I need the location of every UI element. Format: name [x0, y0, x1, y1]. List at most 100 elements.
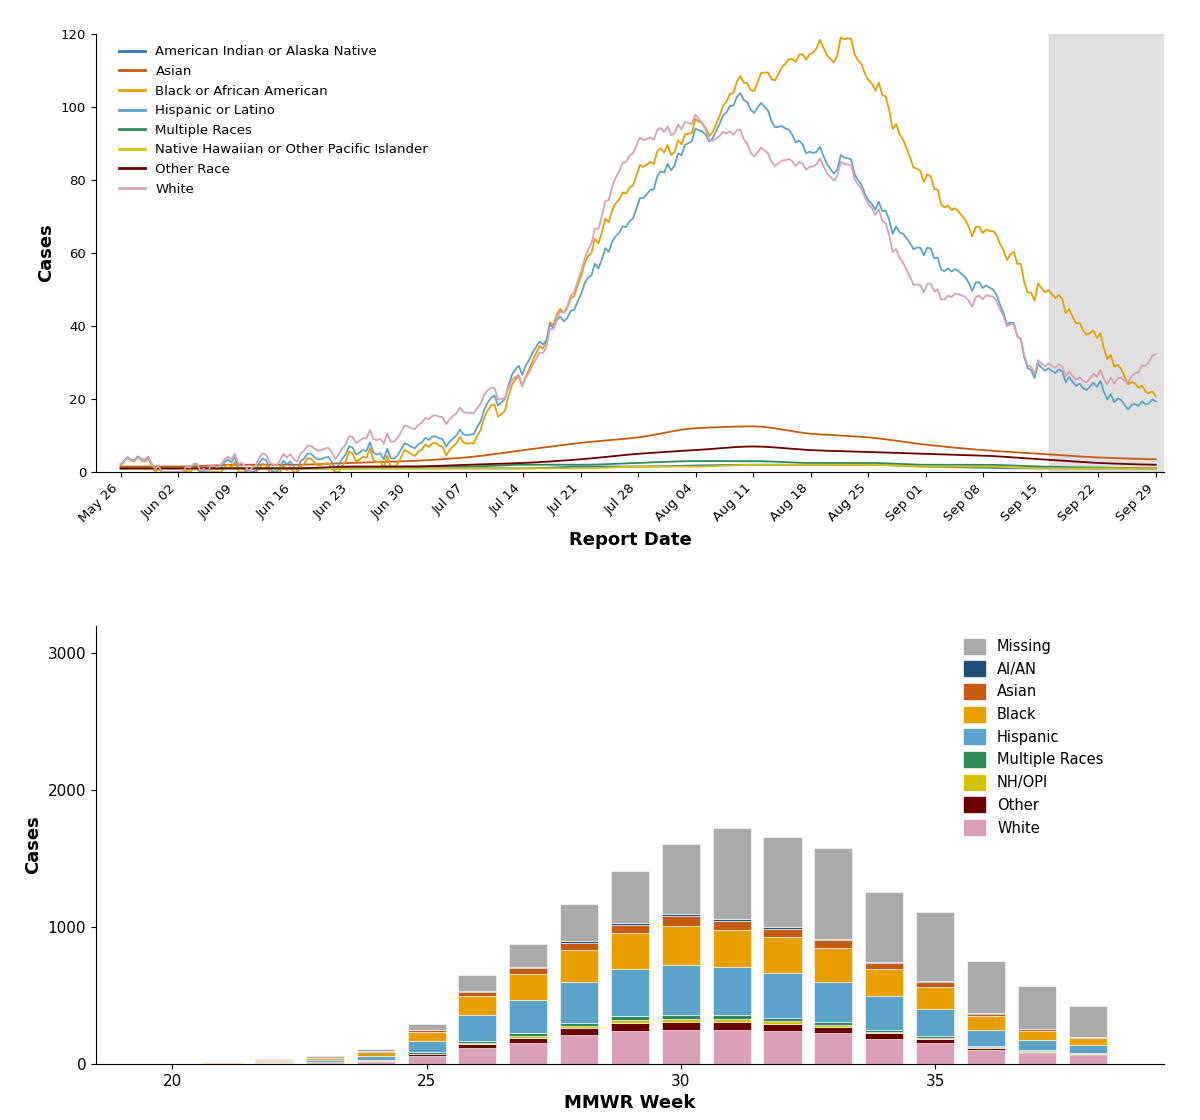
Y-axis label: Cases: Cases — [37, 224, 55, 282]
Bar — [1069, 1045, 1106, 1053]
Bar — [815, 981, 852, 1021]
Bar — [763, 973, 802, 1018]
Bar — [763, 1024, 802, 1032]
Bar — [916, 982, 954, 987]
Bar — [865, 970, 904, 996]
Bar — [1018, 1040, 1056, 1051]
Bar — [1069, 1037, 1106, 1038]
Bar — [967, 1016, 1006, 1030]
Bar — [763, 1032, 802, 1064]
Bar — [458, 1048, 497, 1064]
Bar — [306, 1056, 344, 1057]
Bar — [916, 1008, 954, 1036]
Bar — [356, 1053, 395, 1056]
Bar — [560, 941, 599, 943]
Bar — [661, 914, 700, 916]
Bar — [713, 828, 751, 918]
Bar — [1069, 1006, 1106, 1037]
Bar — [967, 1048, 1006, 1051]
Bar — [815, 939, 852, 941]
Bar — [1018, 1032, 1056, 1040]
Bar — [815, 941, 852, 948]
Bar — [661, 1030, 700, 1064]
Bar — [763, 927, 802, 928]
Bar — [713, 930, 751, 967]
Bar — [865, 962, 904, 963]
Bar — [661, 844, 700, 914]
Bar — [611, 1023, 649, 1032]
Bar — [1049, 34, 1164, 472]
Bar — [916, 1038, 954, 1039]
Bar — [967, 1046, 1006, 1047]
Bar — [408, 1056, 445, 1064]
Bar — [815, 848, 852, 939]
Bar — [611, 925, 649, 933]
Bar — [967, 1030, 1006, 1046]
Bar — [967, 1051, 1006, 1064]
Bar — [560, 1026, 599, 1028]
Bar — [763, 928, 802, 937]
Bar — [611, 1032, 649, 1064]
Bar — [611, 1020, 649, 1023]
Bar — [967, 1014, 1006, 1016]
Bar — [560, 1023, 599, 1026]
Bar — [815, 1025, 852, 1027]
Bar — [408, 1054, 445, 1056]
Bar — [865, 1038, 904, 1064]
Legend: American Indian or Alaska Native, Asian, Black or African American, Hispanic or : American Indian or Alaska Native, Asian,… — [113, 40, 433, 200]
Bar — [509, 1000, 547, 1033]
Bar — [408, 1033, 445, 1042]
Bar — [560, 981, 599, 1023]
Bar — [509, 973, 547, 1000]
Bar — [763, 937, 802, 973]
Bar — [356, 1056, 395, 1060]
Bar — [458, 992, 497, 996]
Bar — [458, 1043, 497, 1045]
Bar — [916, 912, 954, 981]
Bar — [509, 968, 547, 973]
Bar — [611, 969, 649, 1016]
Bar — [560, 1028, 599, 1035]
Bar — [865, 1029, 904, 1032]
Bar — [408, 1053, 445, 1054]
Bar — [458, 1015, 497, 1040]
Bar — [458, 976, 497, 991]
Legend: Missing, AI/AN, Asian, Black, Hispanic, Multiple Races, NH/OPI, Other, White: Missing, AI/AN, Asian, Black, Hispanic, … — [958, 633, 1109, 841]
Bar — [916, 1036, 954, 1038]
Bar — [611, 1016, 649, 1020]
Bar — [509, 1033, 547, 1036]
Bar — [1018, 1052, 1056, 1053]
Bar — [916, 1039, 954, 1043]
Bar — [560, 1035, 599, 1064]
Bar — [306, 1060, 344, 1062]
Bar — [713, 1029, 751, 1064]
Bar — [865, 1034, 904, 1038]
Bar — [661, 1021, 700, 1030]
Bar — [509, 1037, 547, 1043]
Bar — [865, 893, 904, 962]
Y-axis label: Cases: Cases — [24, 815, 42, 874]
Bar — [661, 1019, 700, 1021]
Bar — [967, 961, 1006, 1012]
Bar — [713, 1021, 751, 1029]
Bar — [713, 921, 751, 930]
Bar — [356, 1048, 395, 1052]
Bar — [509, 1036, 547, 1037]
Bar — [611, 923, 649, 925]
Bar — [306, 1058, 344, 1060]
Bar — [916, 1043, 954, 1064]
Bar — [713, 918, 751, 921]
Bar — [865, 1032, 904, 1034]
Bar — [815, 948, 852, 981]
Bar — [865, 996, 904, 1029]
Bar — [1018, 987, 1056, 1029]
Bar — [815, 1033, 852, 1064]
Bar — [408, 1024, 445, 1030]
Bar — [611, 870, 649, 923]
Bar — [509, 967, 547, 968]
Bar — [1069, 1038, 1106, 1045]
Bar — [1069, 1055, 1106, 1064]
Bar — [713, 1019, 751, 1021]
Bar — [611, 933, 649, 969]
Bar — [509, 1043, 547, 1064]
